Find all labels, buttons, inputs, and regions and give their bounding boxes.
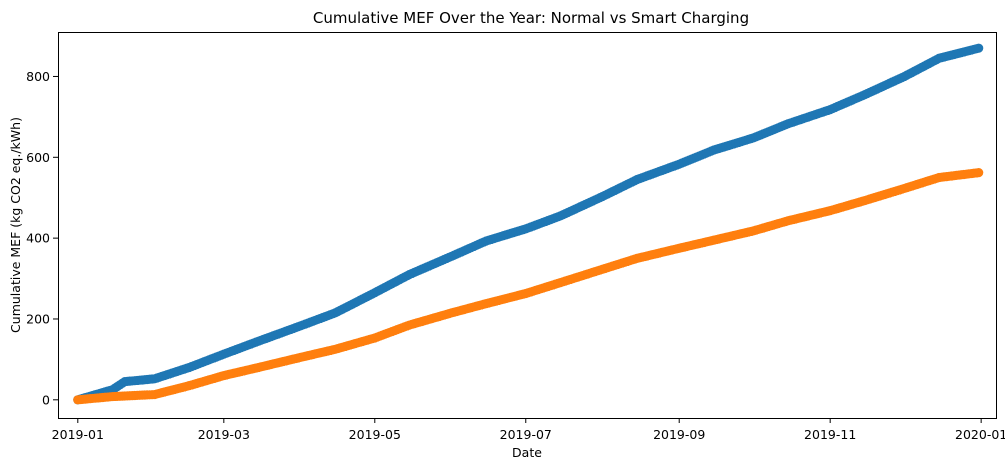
x-tick-label: 2019-07 — [500, 427, 552, 442]
x-tick-label: 2019-11 — [804, 427, 856, 442]
x-tick-label: 2019-03 — [198, 427, 250, 442]
x-axis-ticks: 2019-01 2019-03 2019-05 2019-07 2019-09 2019-… — [52, 418, 1005, 442]
y-axis-label: Cumulative MEF (kg CO2 eq./kWh) — [8, 117, 23, 333]
data-points — [73, 43, 984, 405]
data-point — [974, 168, 984, 178]
y-tick-label: 200 — [26, 311, 50, 326]
data-point — [974, 43, 984, 53]
x-tick-label: 2019-09 — [653, 427, 705, 442]
series-1 — [73, 43, 984, 405]
chart-title: Cumulative MEF Over the Year: Normal vs … — [313, 9, 749, 27]
y-axis-ticks: 0 200 400 600 800 — [26, 69, 58, 407]
x-tick-label: 2019-01 — [52, 427, 104, 442]
plot-area-frame — [58, 32, 997, 419]
y-tick-label: 600 — [26, 150, 50, 165]
x-axis-label: Date — [512, 445, 542, 460]
y-tick-label: 0 — [42, 392, 50, 407]
y-tick-label: 800 — [26, 69, 50, 84]
x-tick-label: 2019-05 — [349, 427, 401, 442]
y-tick-label: 400 — [26, 231, 50, 246]
series-2 — [73, 168, 984, 405]
x-tick-label: 2020-01 — [955, 427, 1005, 442]
